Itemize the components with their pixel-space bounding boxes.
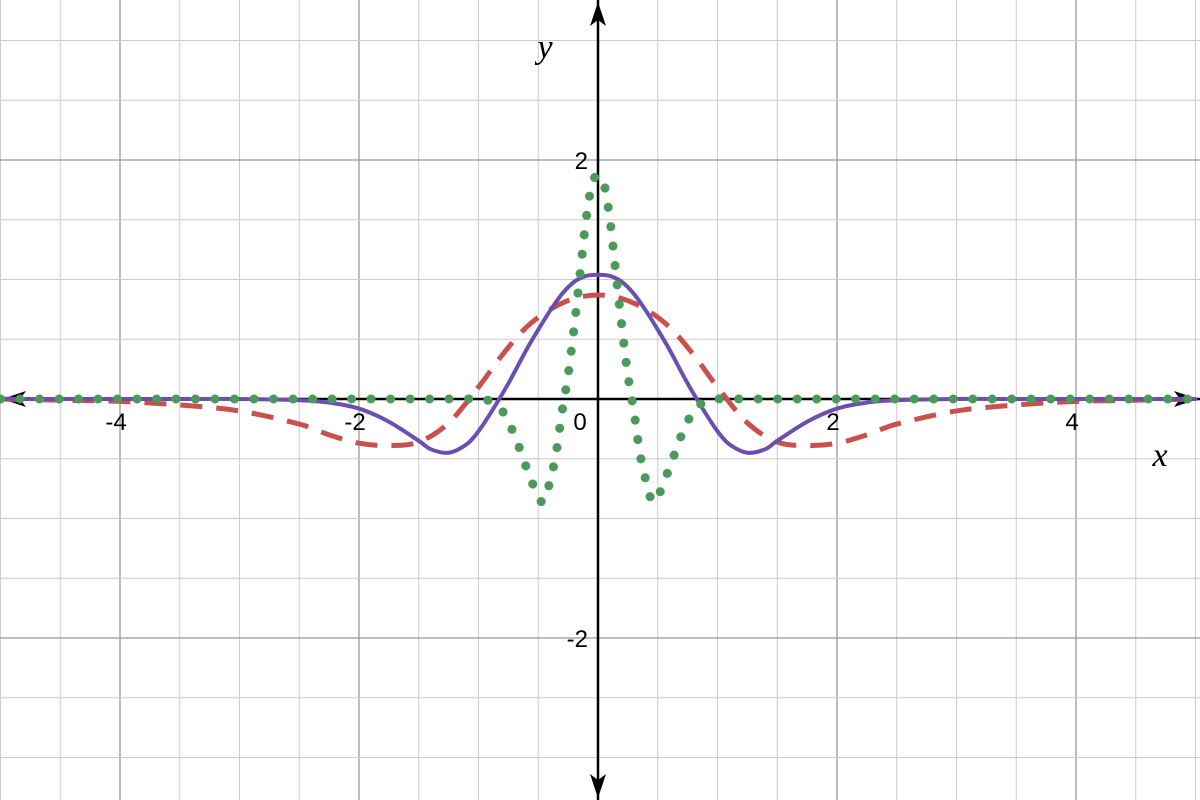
series-layer [0,171,1200,507]
y-tick-label: 2 [575,148,588,175]
y-axis-arrow-down [590,774,606,798]
solid-series-line [0,272,1198,455]
y-axis-arrow-up [590,2,606,26]
y-tick-label: -2 [567,626,588,653]
dotted-series-line [0,171,1200,507]
x-axis-label: x [1151,437,1167,474]
dashed-series-line [0,292,1196,449]
x-tick-label: 4 [1065,409,1078,436]
x-tick-label: 2 [826,409,839,436]
x-tick-label: 0 [573,409,586,436]
x-tick-label: -4 [105,409,126,436]
x-tick-label: -2 [344,409,365,436]
labels: x y [534,29,1167,474]
y-axis-label: y [534,29,553,66]
